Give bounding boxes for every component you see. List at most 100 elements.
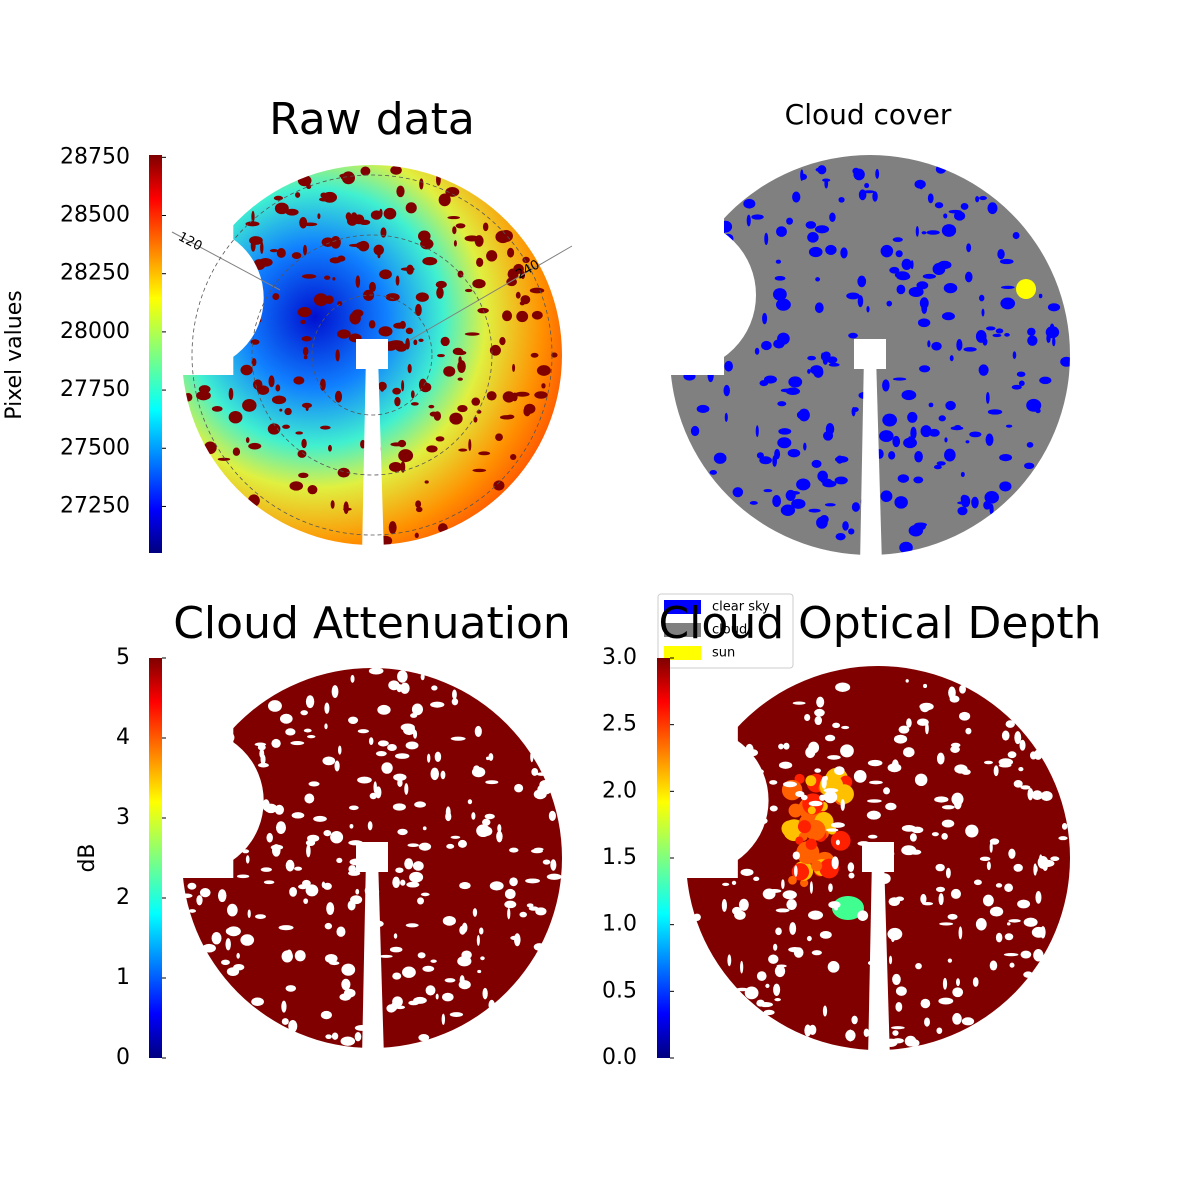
sky-blob (488, 753, 494, 761)
sky-blob (714, 222, 728, 234)
sky-blob (343, 988, 356, 998)
sky-blob (484, 813, 495, 820)
sky-blob (225, 927, 234, 935)
sky-blob (236, 874, 250, 879)
sky-blob (960, 202, 969, 210)
sky-blob (437, 523, 448, 533)
depth-patch (811, 860, 823, 872)
sky-blob (914, 522, 927, 527)
sky-blob (313, 293, 329, 307)
sky-blob (509, 847, 519, 853)
sky-blob (322, 756, 336, 766)
colorbar-tick-label: 0.5 (602, 978, 637, 1003)
sky-blob (724, 332, 731, 336)
sky-blob (288, 1019, 298, 1033)
sky-blob (938, 997, 954, 1005)
sky-blob (944, 448, 956, 462)
sky-blob (823, 788, 839, 793)
sky-blob (394, 396, 401, 407)
sky-blob (707, 369, 714, 383)
sky-blob (712, 779, 718, 785)
sky-blob (430, 767, 439, 781)
sky-blob (1023, 971, 1033, 978)
sky-blob (440, 336, 450, 347)
sky-blob (831, 856, 839, 870)
sky-blob (808, 246, 823, 258)
sky-blob (796, 478, 811, 491)
sky-blob (769, 780, 778, 785)
sky-blob (816, 516, 828, 529)
sky-blob (904, 1035, 917, 1047)
sky-blob (449, 1012, 464, 1017)
sky-blob (452, 347, 464, 356)
sky-blob (1035, 408, 1041, 414)
sky-blob (493, 480, 505, 491)
sky-blob (740, 868, 754, 876)
depth-patch (797, 820, 812, 834)
shadow-arm (356, 842, 388, 872)
sky-blob (1060, 356, 1073, 367)
sky-blob (1011, 384, 1022, 390)
sky-blob (415, 500, 422, 508)
sky-blob (793, 865, 798, 877)
sky-blob (323, 882, 332, 890)
sky-blob (724, 298, 728, 303)
sky-blob (514, 783, 524, 793)
sky-blob (744, 986, 759, 1000)
sky-blob (196, 895, 203, 906)
sky-blob (217, 889, 227, 903)
sky-blob (982, 894, 994, 907)
sky-blob (189, 361, 201, 366)
sky-blob (816, 696, 825, 708)
sky-blob (1007, 751, 1017, 759)
sky-blob (303, 355, 308, 360)
sky-blob (1003, 952, 1019, 957)
sky-blob (722, 233, 734, 244)
sky-blob (434, 751, 442, 762)
sky-blob (274, 804, 285, 815)
sky-blob (1023, 917, 1038, 927)
sky-blob (401, 380, 405, 392)
colorbar-tick-label: 0.0 (602, 1045, 637, 1070)
sky-blob (807, 232, 819, 243)
sky-blob (260, 754, 266, 765)
sky-blob (775, 298, 791, 311)
sky-blob (458, 448, 468, 452)
sky-blob (180, 893, 193, 899)
sky-blob (729, 781, 735, 789)
sky-blob (920, 893, 927, 904)
sky-blob (426, 445, 438, 453)
sky-blob (395, 1005, 406, 1010)
sky-blob (211, 406, 223, 412)
sky-blob (471, 397, 481, 406)
sky-blob (685, 819, 696, 830)
sky-blob (446, 843, 455, 849)
sky-blob (827, 961, 840, 973)
sky-blob (223, 239, 229, 244)
sky-blob (920, 425, 932, 438)
sky-blob (420, 892, 430, 897)
sky-blob (756, 971, 767, 981)
sky-blob (272, 293, 280, 301)
sky-blob (413, 339, 418, 346)
legend-swatch (664, 646, 701, 660)
sky-blob (961, 1017, 975, 1026)
sky-blob (270, 844, 284, 850)
sky-blob (1004, 332, 1010, 337)
sky-blob (805, 746, 816, 759)
sky-blob (326, 902, 335, 915)
sky-blob (835, 532, 846, 541)
sky-blob (360, 166, 371, 176)
sky-blob (705, 777, 712, 791)
sky-blob (811, 950, 822, 956)
depth-patch (800, 878, 809, 888)
sky-blob (397, 439, 407, 448)
sky-blob (305, 839, 316, 847)
sky-blob (363, 289, 375, 301)
sky-blob (495, 433, 503, 442)
sky-blob (247, 494, 260, 507)
sky-blob (472, 908, 478, 917)
sky-blob (236, 952, 240, 959)
depth-patch (807, 806, 816, 815)
sky-blob (435, 436, 445, 442)
